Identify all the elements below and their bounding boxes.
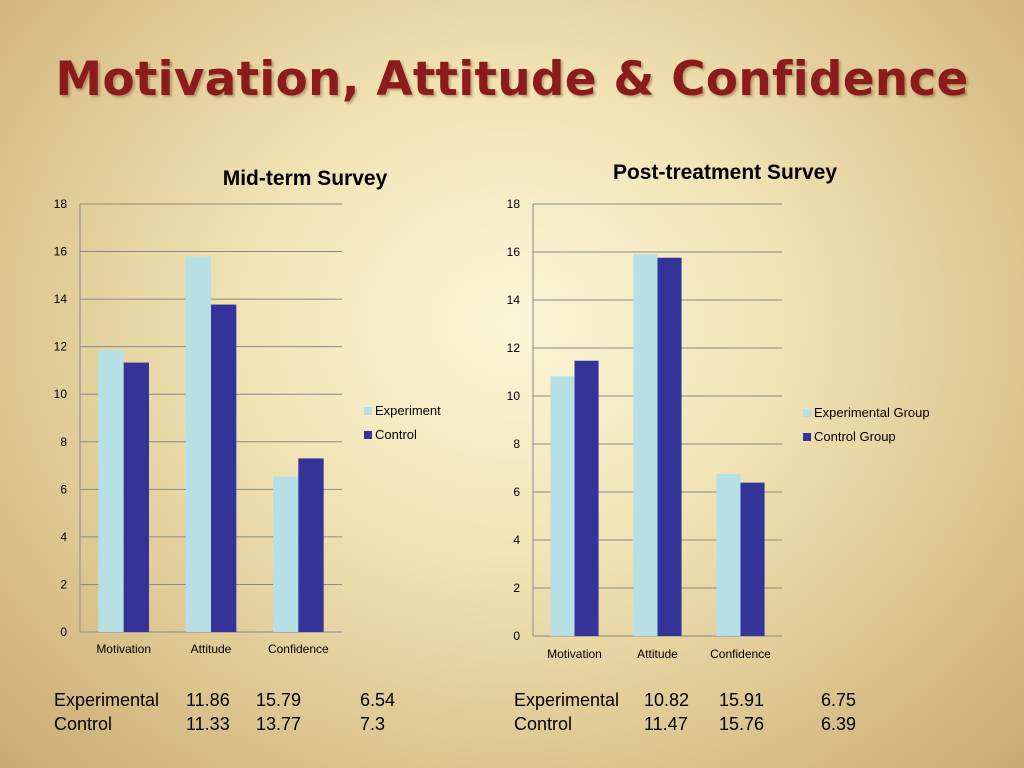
- category-label: Confidence: [268, 642, 329, 656]
- y-tick-label: 2: [60, 577, 67, 591]
- y-tick-label: 0: [513, 629, 520, 643]
- bar-control-group: [740, 482, 765, 636]
- row-label: Control: [514, 714, 573, 734]
- y-tick-label: 6: [60, 482, 67, 496]
- category-label: Attitude: [637, 647, 678, 661]
- row-label: Control: [54, 714, 113, 734]
- category-label: Motivation: [547, 647, 602, 661]
- bar-control: [123, 362, 149, 632]
- y-tick-label: 0: [60, 625, 67, 639]
- y-tick-label: 8: [60, 435, 67, 449]
- bar-experimental-group: [716, 474, 741, 636]
- bar-experiment: [185, 256, 211, 632]
- y-tick-label: 12: [54, 340, 68, 354]
- bar-experiment: [98, 349, 124, 632]
- legend-swatch: [364, 407, 372, 415]
- y-tick-label: 6: [513, 485, 520, 499]
- legend-swatch: [803, 409, 811, 417]
- mid-term-values-table: Experimental 11.86 15.79 6.54 Control 11…: [54, 688, 395, 736]
- y-tick-label: 14: [54, 292, 68, 306]
- category-label: Attitude: [191, 642, 232, 656]
- table-row: Control 11.47 15.76 6.39: [514, 712, 856, 736]
- legend-swatch: [364, 431, 372, 439]
- table-row: Experimental 10.82 15.91 6.75: [514, 688, 856, 712]
- y-tick-label: 14: [507, 293, 521, 307]
- table-cell: 11.47: [644, 714, 688, 734]
- bar-control-group: [657, 257, 682, 636]
- table-cell: 15.91: [719, 690, 765, 710]
- bar-control: [298, 458, 324, 632]
- table-cell: 7.3: [360, 714, 386, 734]
- table-cell: 6.39: [821, 714, 857, 734]
- mid-term-chart: Mid-term Survey 0 2 4 6 8 10 12 14 16 18 Motivation…: [54, 167, 441, 656]
- table-cell: 6.75: [821, 690, 857, 710]
- y-tick-label: 8: [513, 437, 520, 451]
- chart-title: Mid-term Survey: [223, 167, 388, 190]
- bar-experiment: [273, 476, 299, 632]
- y-tick-label: 12: [507, 341, 521, 355]
- y-tick-label: 18: [507, 197, 521, 211]
- table-cell: 6.54: [360, 690, 396, 710]
- post-treatment-values-table: Experimental 10.82 15.91 6.75 Control 11…: [514, 688, 856, 736]
- y-tick-label: 2: [513, 581, 520, 595]
- legend-label: Control Group: [814, 429, 896, 444]
- slide-title: Motivation, Attitude & Confidence: [55, 52, 969, 107]
- y-tick-label: 16: [507, 245, 521, 259]
- y-tick-label: 16: [54, 245, 68, 259]
- y-tick-label: 18: [54, 197, 68, 211]
- category-label: Motivation: [96, 642, 151, 656]
- bar-control: [211, 304, 237, 632]
- row-label: Experimental: [54, 690, 160, 710]
- category-label: Confidence: [710, 647, 771, 661]
- y-tick-label: 4: [60, 530, 67, 544]
- chart-title: Post-treatment Survey: [613, 161, 837, 184]
- table-cell: 11.33: [186, 714, 230, 734]
- legend-label: Experiment: [375, 403, 441, 418]
- table-cell: 11.86: [186, 690, 230, 710]
- post-treatment-chart: Post-treatment Survey 0 2 4 6 8 10 12 14 16 18 Moti…: [507, 161, 930, 661]
- table-cell: 10.82: [644, 690, 690, 710]
- bar-control-group: [574, 360, 599, 636]
- table-cell: 15.76: [719, 714, 765, 734]
- legend-swatch: [803, 433, 811, 441]
- table-row: Experimental 11.86 15.79 6.54: [54, 688, 395, 712]
- table-cell: 15.79: [256, 690, 302, 710]
- table-cell: 13.77: [256, 714, 302, 734]
- bar-experimental-group: [633, 254, 658, 636]
- legend-label: Control: [375, 427, 417, 442]
- bar-experimental-group: [550, 376, 575, 636]
- legend-label: Experimental Group: [814, 405, 930, 420]
- y-tick-label: 10: [54, 387, 68, 401]
- row-label: Experimental: [514, 690, 620, 710]
- y-tick-label: 4: [513, 533, 520, 547]
- y-tick-label: 10: [507, 389, 521, 403]
- table-row: Control 11.33 13.77 7.3: [54, 712, 395, 736]
